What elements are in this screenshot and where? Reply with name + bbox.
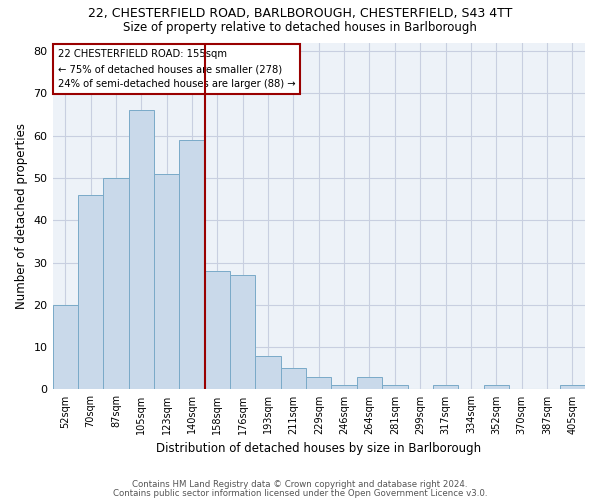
Y-axis label: Number of detached properties: Number of detached properties: [15, 123, 28, 309]
Bar: [205, 271, 230, 390]
Bar: [256, 356, 281, 390]
Bar: [78, 195, 103, 390]
Bar: [433, 385, 458, 390]
Bar: [357, 376, 382, 390]
Bar: [560, 385, 585, 390]
Bar: [484, 385, 509, 390]
Text: Contains public sector information licensed under the Open Government Licence v3: Contains public sector information licen…: [113, 488, 487, 498]
Bar: [154, 174, 179, 390]
Text: Contains HM Land Registry data © Crown copyright and database right 2024.: Contains HM Land Registry data © Crown c…: [132, 480, 468, 489]
Bar: [103, 178, 128, 390]
Bar: [179, 140, 205, 390]
Text: Size of property relative to detached houses in Barlborough: Size of property relative to detached ho…: [123, 21, 477, 34]
Bar: [53, 305, 78, 390]
Bar: [128, 110, 154, 390]
Bar: [306, 376, 331, 390]
Bar: [382, 385, 407, 390]
X-axis label: Distribution of detached houses by size in Barlborough: Distribution of detached houses by size …: [156, 442, 481, 455]
Text: 22, CHESTERFIELD ROAD, BARLBOROUGH, CHESTERFIELD, S43 4TT: 22, CHESTERFIELD ROAD, BARLBOROUGH, CHES…: [88, 8, 512, 20]
Bar: [281, 368, 306, 390]
Bar: [331, 385, 357, 390]
Text: 22 CHESTERFIELD ROAD: 155sqm
← 75% of detached houses are smaller (278)
24% of s: 22 CHESTERFIELD ROAD: 155sqm ← 75% of de…: [58, 50, 295, 89]
Bar: [230, 275, 256, 390]
